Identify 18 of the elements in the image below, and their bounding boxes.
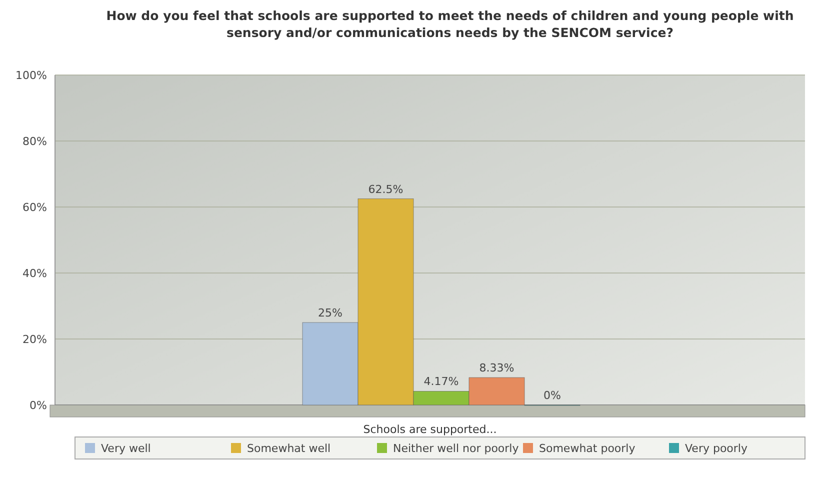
legend-label: Very well: [101, 442, 151, 455]
legend-label: Somewhat poorly: [539, 442, 636, 455]
data-label: 4.17%: [424, 375, 459, 388]
chart-title: How do you feel that schools are supported to meet the needs of children and young people with sensory and/or communications needs by the SENCOM service?: [106, 8, 794, 40]
legend-label: Very poorly: [685, 442, 748, 455]
legend-label: Neither well nor poorly: [393, 442, 520, 455]
data-label: 62.5%: [368, 182, 404, 196]
y-tick-label: 60%: [22, 200, 47, 214]
legend-label: Somewhat well: [247, 442, 331, 455]
y-tick-label: 100%: [16, 68, 47, 82]
y-tick-label: 20%: [22, 332, 47, 346]
y-tick-label: 0%: [30, 398, 47, 412]
y-tick-label: 80%: [22, 134, 47, 148]
data-label: 8.33%: [479, 362, 514, 375]
x-axis-title: Schools are supported...: [363, 423, 497, 436]
y-tick-label: 40%: [22, 266, 47, 280]
data-label: 25%: [318, 306, 342, 320]
data-label: 0%: [544, 389, 561, 402]
